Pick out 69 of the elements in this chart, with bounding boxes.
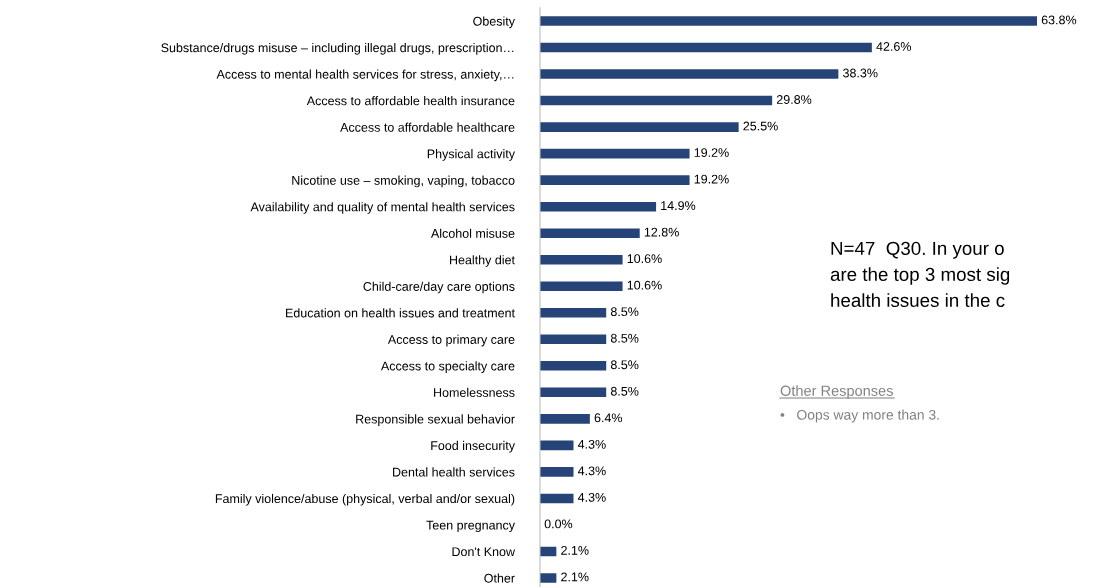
data-label: 0.0% — [544, 519, 573, 529]
y-tick-label: Access to primary care — [387, 334, 515, 347]
y-tick-label: Teen pregnancy — [426, 520, 515, 533]
data-label: 38.3% — [843, 68, 878, 78]
data-label: 42.6% — [876, 42, 912, 51]
data-label: 25.5% — [743, 121, 778, 131]
data-label: 8.5% — [610, 333, 639, 343]
data-label: 29.8% — [776, 95, 812, 104]
y-tick-label: Access to specialty care — [380, 361, 515, 373]
data-label: 8.5% — [610, 307, 639, 317]
y-tick-label: Child-care/day care options — [363, 281, 515, 294]
bar — [540, 122, 739, 132]
data-label: 10.6% — [627, 254, 662, 264]
y-tick-label: Alcohol misuse — [430, 228, 515, 238]
data-label: 8.5% — [610, 360, 639, 370]
annotation: • Oops way more than 3. — [780, 409, 939, 423]
data-label: 19.2% — [694, 174, 729, 184]
bar — [540, 201, 657, 212]
y-tick-label: Access to affordable healthcare — [340, 122, 515, 132]
data-label: 63.8% — [1041, 15, 1077, 25]
bar — [540, 148, 690, 159]
data-label: 8.5% — [610, 386, 639, 396]
bar — [540, 254, 623, 265]
y-tick-label: Homelessness — [434, 387, 515, 397]
y-tick-label: Other — [484, 573, 515, 583]
bar — [540, 361, 607, 371]
bar — [540, 573, 557, 583]
bar — [540, 414, 590, 424]
y-tick-label: Substance/drugs misuse – including illegal drugs, prescription… — [161, 43, 514, 55]
data-label: 19.2% — [694, 148, 729, 157]
data-label: 6.4% — [594, 413, 623, 423]
data-label: 2.1% — [561, 572, 589, 582]
bar — [540, 467, 574, 477]
y-tick-label: Food insecurity — [431, 440, 515, 453]
bar — [540, 307, 607, 318]
annotation: Other Responses — [780, 385, 893, 399]
y-tick-label: Physical activity — [427, 149, 515, 161]
y-tick-label: Don't Know — [452, 547, 516, 557]
data-label: 4.3% — [577, 466, 606, 476]
annotation: are the top 3 most sig — [830, 267, 1010, 285]
bar — [540, 16, 1037, 26]
y-tick-label: Healthy diet — [450, 255, 515, 267]
annotation: N=47 Q30. In your o — [831, 241, 1004, 259]
y-tick-label: Education on health issues and treatment — [286, 308, 515, 318]
bar — [540, 95, 773, 106]
y-tick-label: Obesity — [473, 16, 515, 29]
y-tick-label: Nicotine use – smoking, vaping, tobacco — [292, 175, 515, 188]
data-label: 14.9% — [661, 201, 696, 211]
bar — [540, 42, 872, 53]
bar — [540, 175, 690, 185]
data-label: 2.1% — [561, 545, 589, 555]
y-tick-label: Responsible sexual behavior — [356, 414, 515, 426]
data-label: 10.6% — [627, 280, 662, 290]
y-tick-label: Access to mental health services for stress, anxiety,… — [216, 69, 514, 82]
y-tick-label: Dental health services — [393, 467, 515, 477]
bar — [540, 334, 607, 345]
bar — [540, 387, 607, 398]
bar — [540, 281, 623, 292]
annotation: health issues in the c — [831, 293, 1005, 308]
data-label: 4.3% — [577, 492, 606, 502]
y-tick-label: Availability and quality of mental health services — [250, 202, 515, 214]
y-tick-label: Access to affordable health insurance — [306, 96, 515, 106]
bar — [540, 228, 640, 238]
data-label: 12.8% — [644, 227, 679, 237]
bar — [540, 69, 839, 79]
y-tick-label: Family violence/abuse (physical, verbal and/or sexual) — [215, 493, 515, 506]
bar — [540, 440, 574, 451]
data-label: 4.3% — [577, 439, 606, 449]
bar — [540, 493, 574, 504]
